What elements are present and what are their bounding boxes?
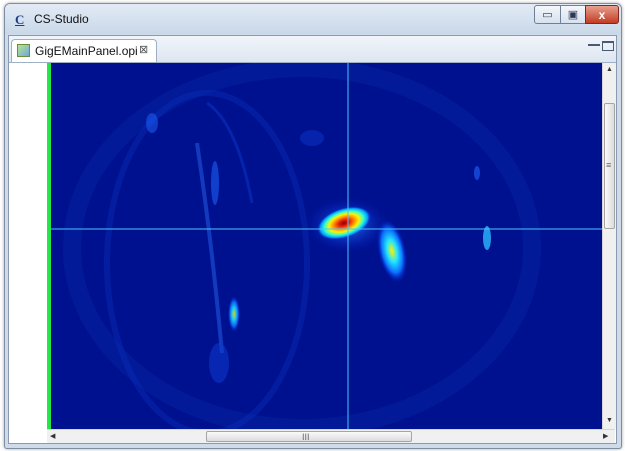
scroll-up-icon[interactable]: ▲ — [606, 66, 613, 73]
tab-label: GigEMainPanel.opi — [35, 44, 138, 58]
minimize-button[interactable]: ▭ — [534, 5, 561, 24]
horizontal-scrollbar[interactable]: ◀ III ▶ — [47, 429, 615, 443]
horizontal-grip-icon: III — [302, 432, 310, 442]
opi-display-icon — [17, 44, 30, 57]
camera-image-view[interactable] — [47, 63, 602, 429]
workbench-content: GigEMainPanel.opi ⊠ — [8, 35, 617, 444]
view-minimize-icon[interactable] — [588, 44, 600, 50]
scroll-right-icon[interactable]: ▶ — [603, 433, 609, 440]
tab-gige-main-panel[interactable]: GigEMainPanel.opi ⊠ — [11, 39, 157, 62]
intensity-image — [47, 63, 602, 429]
scroll-down-icon[interactable]: ▼ — [606, 417, 613, 424]
editor-tab-bar: GigEMainPanel.opi ⊠ — [9, 36, 616, 63]
view-maximize-icon[interactable] — [602, 41, 614, 51]
close-button[interactable]: x — [585, 5, 619, 24]
tab-close-icon[interactable]: ⊠ — [139, 44, 149, 56]
intensity-marker-bar — [47, 63, 51, 429]
scroll-left-icon[interactable]: ◀ — [50, 433, 56, 440]
vertical-scrollbar[interactable]: ▲ ≡ ▼ — [602, 63, 616, 429]
vertical-scroll-thumb[interactable]: ≡ — [604, 103, 615, 229]
cs-studio-window: C CS-Studio ▭ ▣ x GigEMainPanel.opi ⊠ — [4, 3, 622, 449]
title-bar[interactable]: C CS-Studio ▭ ▣ x — [5, 4, 621, 34]
window-title: CS-Studio — [34, 12, 89, 26]
horizontal-scroll-thumb[interactable]: III — [206, 431, 412, 442]
cs-studio-logo-icon: C — [15, 12, 25, 27]
vertical-grip-icon: ≡ — [606, 160, 612, 170]
maximize-button[interactable]: ▣ — [560, 5, 586, 24]
